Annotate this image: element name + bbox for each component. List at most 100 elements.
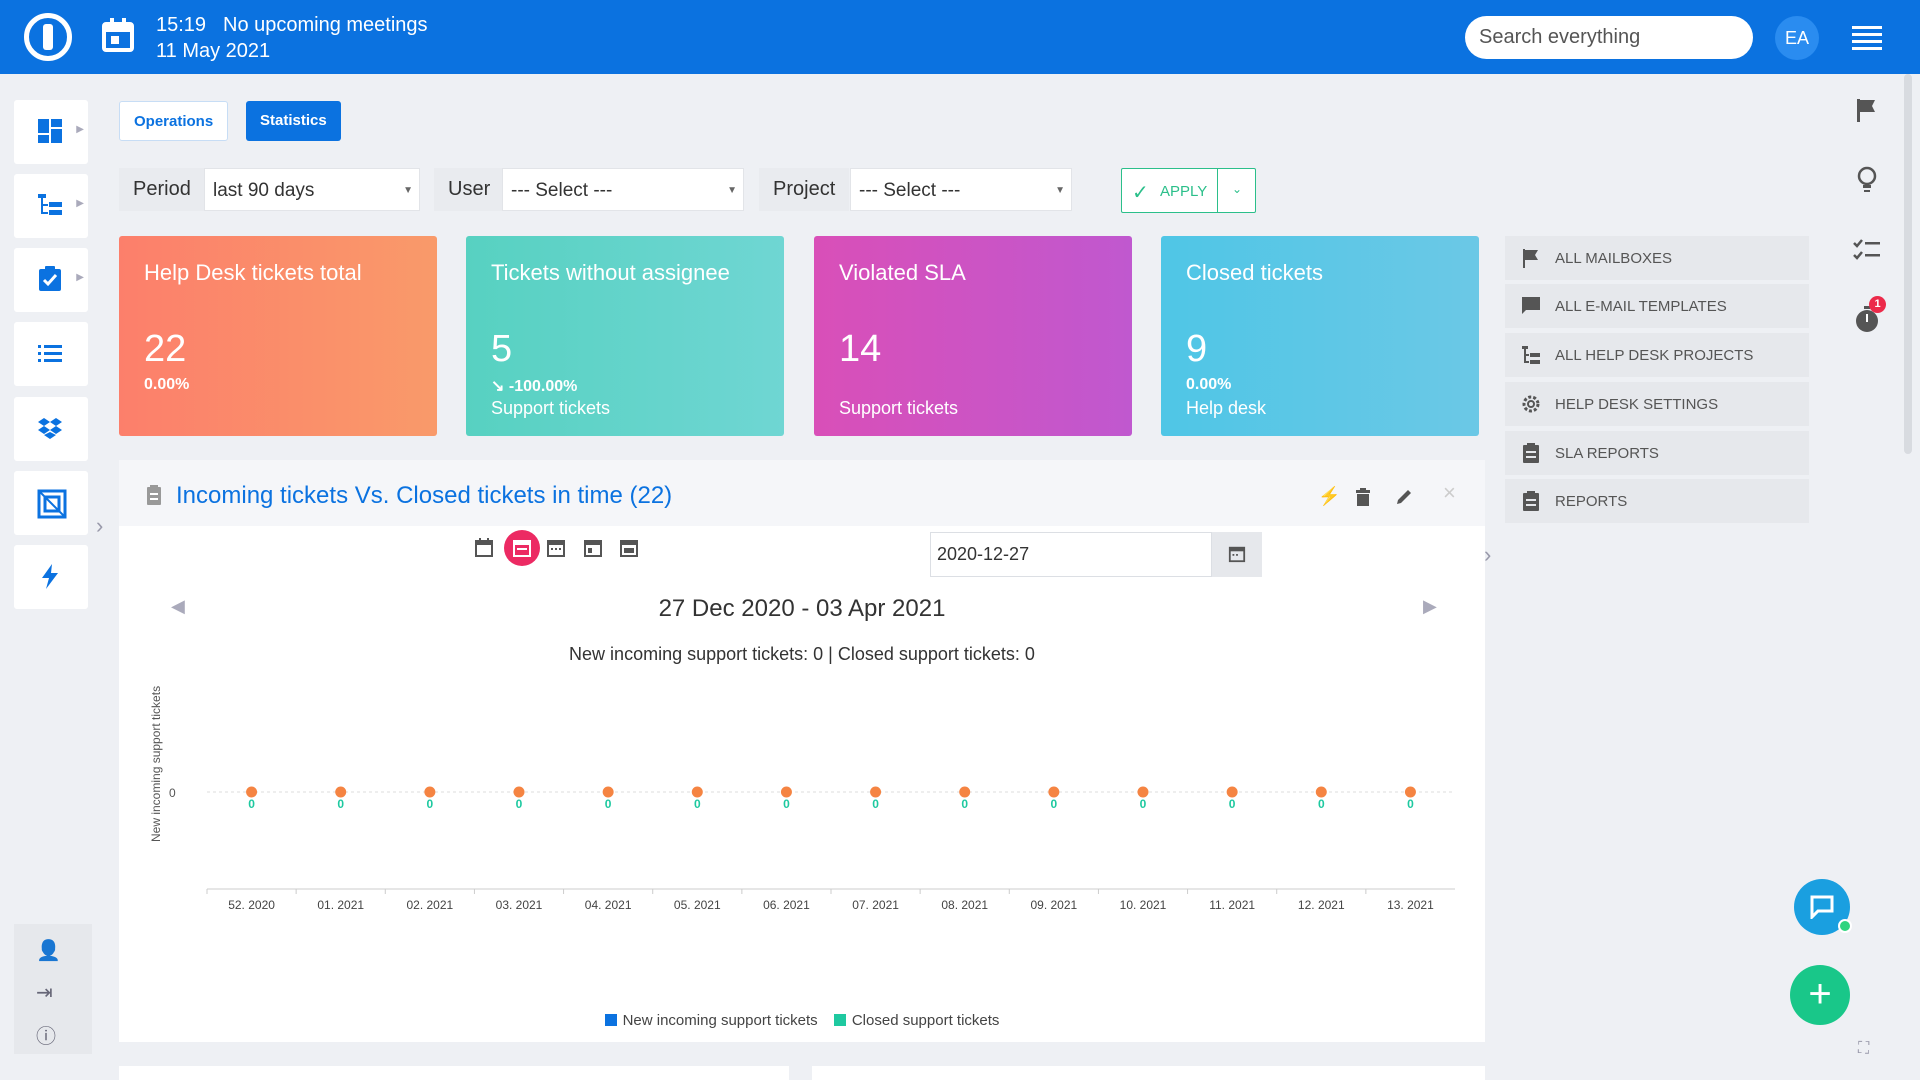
series-closed-data-label: 0 [872,797,879,811]
series-new-point [1404,786,1416,798]
x-tick-label: 11. 2021 [1209,898,1255,912]
project-select[interactable]: --- Select --- ▼ [850,168,1072,211]
current-time: 15:19 [156,14,207,36]
series-new-point [691,786,703,798]
y-axis-label: New incoming support tickets [149,686,163,842]
menu-item-all-help-desk-projects[interactable]: ALL HELP DESK PROJECTS [1505,333,1809,377]
logout-icon[interactable]: ⇥ [36,982,53,1004]
menu-icon[interactable] [1852,26,1882,50]
user-value: --- Select --- [511,180,613,201]
clipboard-icon [1523,443,1539,463]
chart-summary: New incoming support tickets: 0 | Closed… [569,644,1035,664]
card-value: 22 [144,328,187,370]
lightning-icon[interactable]: ⚡ [1318,486,1341,506]
calendar-week-icon[interactable] [504,530,540,566]
timer-icon[interactable]: 1 [1855,296,1886,334]
series-closed-data-label: 0 [605,797,612,811]
sidebar-projects[interactable]: ▶ [14,174,88,238]
caret-down-icon: ▼ [727,185,737,196]
calendar-icon[interactable] [102,18,134,52]
series-closed-data-label: 0 [248,797,255,811]
checklist-icon[interactable] [1853,238,1881,262]
series-closed-data-label: 0 [337,797,344,811]
menu-item-reports[interactable]: REPORTS [1505,479,1809,523]
date-picker-button[interactable] [1212,532,1262,577]
sidebar-resources[interactable] [14,471,88,535]
resource-icon [37,489,67,519]
stat-card-violated-sla[interactable]: Violated SLA 14 Support tickets [814,236,1132,436]
card-percent: 0.00% [1186,376,1232,393]
stat-card-total[interactable]: Help Desk tickets total 22 0.00% [119,236,437,436]
sidebar-list[interactable] [14,322,88,386]
list-icon [38,345,62,362]
tree-icon [1522,346,1540,364]
series-new-point [959,786,971,798]
card-subtitle: Support tickets [491,398,611,418]
next-period-icon[interactable]: ▶ [1423,596,1437,616]
chevron-down-icon[interactable]: ⌄ [1232,182,1243,196]
calendar-month-icon[interactable] [546,538,566,558]
gear-icon [1522,395,1540,413]
trend-down-icon: ↘ [491,378,509,395]
x-tick-label: 04. 2021 [585,898,632,912]
menu-item-all-email-templates[interactable]: ALL E-MAIL TEMPLATES [1505,284,1809,328]
chat-button[interactable] [1794,879,1852,935]
series-new-point [335,786,347,798]
period-select[interactable]: last 90 days ▼ [204,168,420,211]
panel-expand-icon[interactable]: › [1484,542,1492,567]
previous-period-icon[interactable]: ◀ [171,596,185,616]
current-date: 11 May 2021 [156,40,271,62]
search-input[interactable] [1465,16,1753,59]
lightbulb-icon[interactable] [1856,166,1878,194]
close-icon[interactable]: × [1443,480,1456,505]
trash-icon[interactable] [1355,488,1371,506]
series-new-point [602,786,614,798]
card-value: 14 [839,328,882,370]
card-title: Help Desk tickets total [144,260,362,285]
dropbox-icon [38,418,62,439]
apply-button[interactable]: ✓ APPLY ⌄ [1121,168,1256,213]
stat-card-closed[interactable]: Closed tickets 9 0.00% Help desk [1161,236,1479,436]
sidebar-actions[interactable] [14,545,88,609]
x-tick-label: 06. 2021 [763,898,810,912]
app-logo-icon[interactable] [24,13,72,61]
card-percent: ↘ -100.00% [491,378,578,395]
menu-item-sla-reports[interactable]: SLA REPORTS [1505,431,1809,475]
series-new-point [1315,786,1327,798]
legend-item-closed[interactable]: Closed support tickets [833,1012,999,1029]
y-tick-label: 0 [169,786,176,800]
legend-item-new[interactable]: New incoming support tickets [604,1012,818,1029]
menu-item-all-mailboxes[interactable]: ALL MAILBOXES [1505,236,1809,280]
sidebar-dashboard[interactable]: ▶ [14,100,88,164]
avatar[interactable]: EA [1775,16,1819,60]
x-tick-label: 05. 2021 [674,898,721,912]
calendar-icon [1228,546,1246,563]
tab-statistics[interactable]: Statistics [246,101,341,141]
flag-icon[interactable] [1855,98,1877,122]
chat-icon [1810,895,1834,919]
edit-icon[interactable] [1395,488,1413,506]
add-user-icon[interactable]: 👤 [36,940,61,962]
scrollbar[interactable] [1904,74,1912,454]
next-panel [119,1066,789,1080]
x-tick-label: 12. 2021 [1298,898,1345,912]
sidebar-dropbox[interactable] [14,397,88,461]
fullscreen-icon[interactable]: ⛶ [1858,1040,1870,1057]
sidebar-tasks[interactable]: ▶ [14,248,88,312]
start-date-input[interactable] [930,532,1212,577]
user-select[interactable]: --- Select --- ▼ [502,168,744,211]
stat-card-unassigned[interactable]: Tickets without assignee 5 ↘ -100.00% Su… [466,236,784,436]
info-icon[interactable]: ⓘ [36,1026,56,1048]
period-value: last 90 days [213,180,315,201]
sidebar-expand-icon[interactable]: › [96,513,104,538]
calendar-year-icon[interactable] [619,538,639,558]
menu-item-help-desk-settings[interactable]: HELP DESK SETTINGS [1505,382,1809,426]
series-new-point [246,786,258,798]
meetings-status[interactable]: No upcoming meetings [223,14,428,36]
project-value: --- Select --- [859,180,961,201]
add-button[interactable]: + [1790,965,1850,1025]
calendar-day-icon[interactable] [474,538,494,558]
tab-operations[interactable]: Operations [119,101,229,141]
calendar-quarter-icon[interactable] [583,538,603,558]
